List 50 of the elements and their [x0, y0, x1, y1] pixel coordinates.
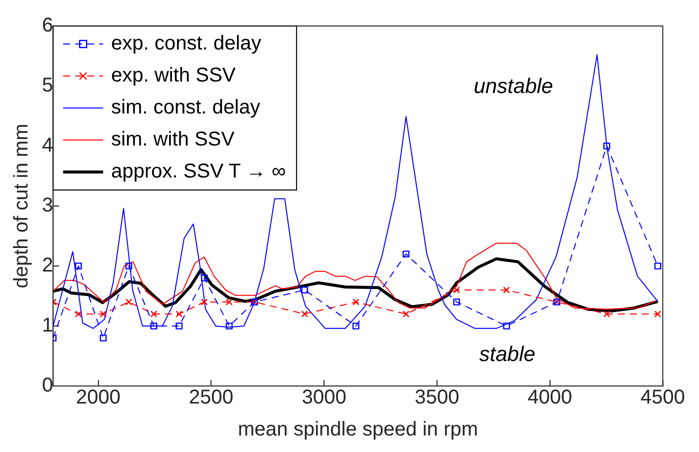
y-tick-label: 0: [42, 374, 54, 397]
y-tick-label: 2: [42, 254, 54, 277]
point: [301, 286, 308, 294]
point: [100, 334, 107, 342]
y-tick-label: 1: [42, 314, 54, 337]
point: [176, 310, 183, 318]
x-axis-title: mean spindle speed in rpm: [238, 418, 478, 441]
x-tick-label: 2500: [188, 386, 234, 409]
legend-label: approx. SSV T → ∞: [111, 160, 286, 183]
y-tick-label: 4: [42, 134, 54, 157]
x-tick-label: 4000: [528, 386, 572, 409]
point: [150, 322, 158, 330]
point: [453, 286, 460, 294]
point: [226, 322, 233, 330]
point: [603, 310, 610, 318]
legend-label: exp. const. delay: [111, 32, 262, 55]
point: [200, 274, 208, 282]
point: [503, 322, 510, 330]
point: [402, 310, 410, 318]
point: [453, 298, 460, 306]
legend-label: exp. with SSV: [111, 64, 236, 87]
x-tick-label: 2000: [76, 386, 121, 409]
annotation: stable: [479, 343, 536, 366]
point: [654, 262, 662, 270]
annotation: unstable: [474, 75, 554, 98]
x-tick-label: 4500: [640, 386, 686, 409]
point: [74, 310, 82, 318]
point: [352, 322, 360, 330]
point: [352, 298, 360, 306]
x-tick-label: 3000: [302, 386, 346, 409]
point: [402, 250, 410, 258]
point: [176, 322, 183, 330]
point: [125, 262, 132, 270]
point: [226, 298, 233, 306]
point: [603, 142, 610, 150]
point: [654, 310, 662, 318]
y-tick-label: 6: [42, 14, 54, 37]
point: [125, 298, 132, 306]
point: [150, 310, 158, 318]
point: [503, 286, 510, 294]
legend-label: sim. const. delay: [111, 96, 260, 119]
point: [301, 310, 308, 318]
legend-label: sim. with SSV: [111, 128, 236, 151]
point: [200, 298, 208, 306]
x-tick-label: 3500: [414, 386, 460, 409]
point: [74, 262, 82, 270]
y-axis-title: depth of cut in mm: [10, 124, 33, 288]
point: [100, 310, 107, 318]
y-tick-label: 5: [42, 74, 54, 97]
y-tick-label: 3: [42, 194, 54, 217]
